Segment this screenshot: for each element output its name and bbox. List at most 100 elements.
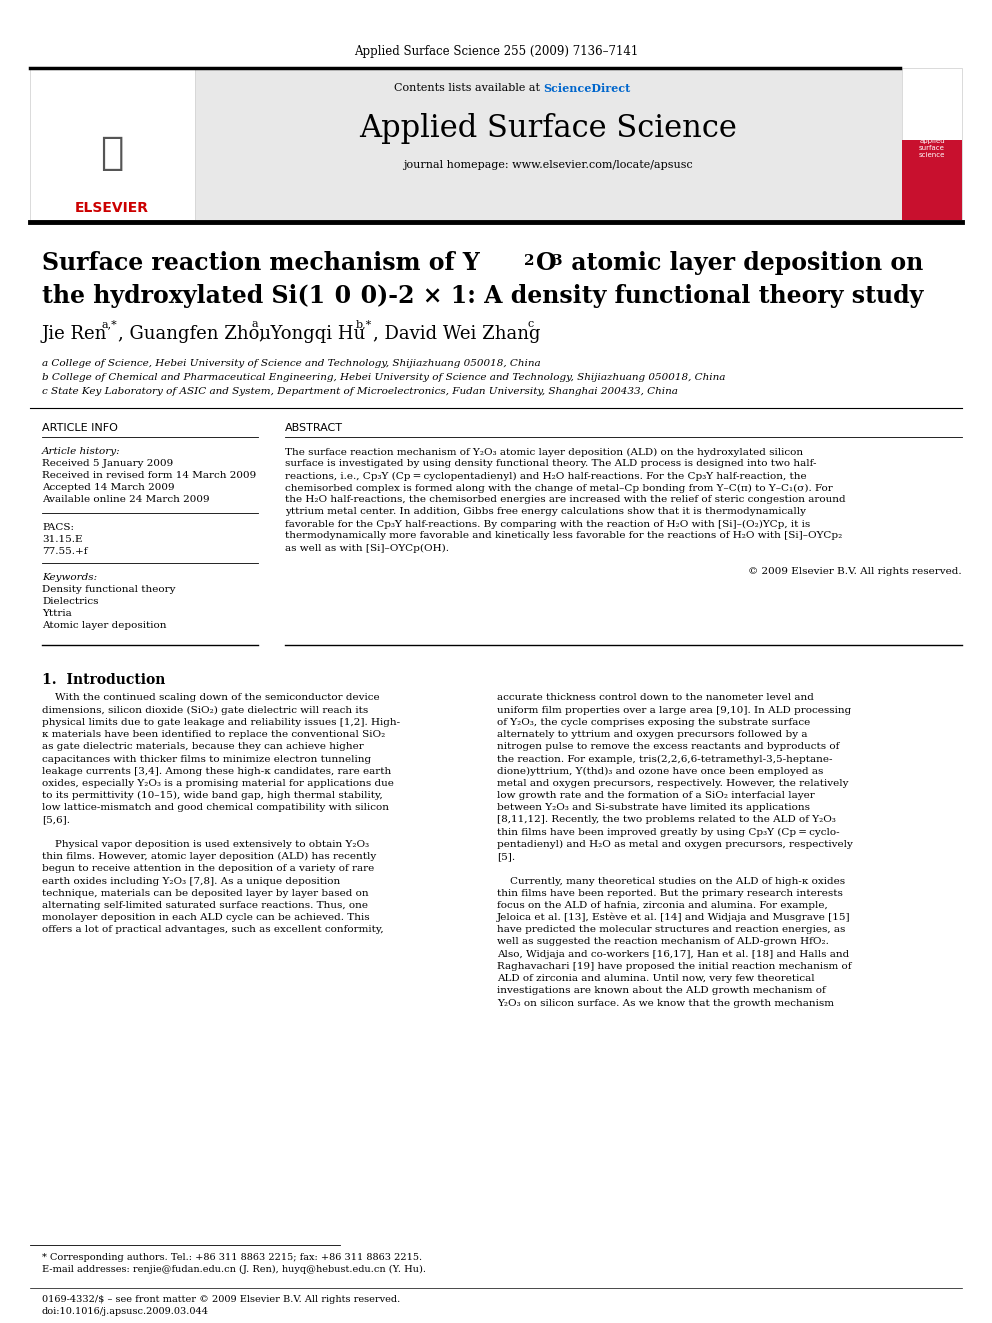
- Text: nitrogen pulse to remove the excess reactants and byproducts of: nitrogen pulse to remove the excess reac…: [497, 742, 839, 751]
- Text: surface is investigated by using density functional theory. The ALD process is d: surface is investigated by using density…: [285, 459, 816, 468]
- Text: thermodynamically more favorable and kinetically less favorable for the reaction: thermodynamically more favorable and kin…: [285, 532, 842, 541]
- Text: accurate thickness control down to the nanometer level and: accurate thickness control down to the n…: [497, 693, 813, 703]
- Text: , Yongqi Hu: , Yongqi Hu: [259, 325, 365, 343]
- Text: Atomic layer deposition: Atomic layer deposition: [42, 620, 167, 630]
- FancyBboxPatch shape: [902, 67, 962, 220]
- Text: Raghavachari [19] have proposed the initial reaction mechanism of: Raghavachari [19] have proposed the init…: [497, 962, 851, 971]
- Text: as well as with [Si]–OYCp(OH).: as well as with [Si]–OYCp(OH).: [285, 544, 449, 553]
- Text: , David Wei Zhang: , David Wei Zhang: [373, 325, 541, 343]
- Text: Yttria: Yttria: [42, 609, 71, 618]
- Text: Received in revised form 14 March 2009: Received in revised form 14 March 2009: [42, 471, 256, 480]
- Text: thin films. However, atomic layer deposition (ALD) has recently: thin films. However, atomic layer deposi…: [42, 852, 376, 861]
- Text: oxides, especially Y₂O₃ is a promising material for applications due: oxides, especially Y₂O₃ is a promising m…: [42, 779, 394, 789]
- Text: reactions, i.e., Cp₃Y (Cp = cyclopentadienyl) and H₂O half-reactions. For the Cp: reactions, i.e., Cp₃Y (Cp = cyclopentadi…: [285, 471, 806, 480]
- Text: as gate dielectric materials, because they can achieve higher: as gate dielectric materials, because th…: [42, 742, 364, 751]
- Text: a,*: a,*: [101, 319, 117, 329]
- Text: ABSTRACT: ABSTRACT: [285, 423, 343, 433]
- Text: Available online 24 March 2009: Available online 24 March 2009: [42, 496, 209, 504]
- Text: favorable for the Cp₃Y half-reactions. By comparing with the reaction of H₂O wit: favorable for the Cp₃Y half-reactions. B…: [285, 520, 810, 529]
- Text: the hydroxylated Si(1  0  0)-2 × 1: A density functional theory study: the hydroxylated Si(1 0 0)-2 × 1: A dens…: [42, 284, 924, 308]
- Text: Accepted 14 March 2009: Accepted 14 March 2009: [42, 483, 175, 492]
- Text: to its permittivity (10–15), wide band gap, high thermal stability,: to its permittivity (10–15), wide band g…: [42, 791, 383, 800]
- Text: dione)yttrium, Y(thd)₃ and ozone have once been employed as: dione)yttrium, Y(thd)₃ and ozone have on…: [497, 766, 823, 775]
- Text: E-mail addresses: renjie@fudan.edu.cn (J. Ren), huyq@hebust.edu.cn (Y. Hu).: E-mail addresses: renjie@fudan.edu.cn (J…: [42, 1265, 426, 1274]
- Text: Physical vapor deposition is used extensively to obtain Y₂O₃: Physical vapor deposition is used extens…: [42, 840, 369, 849]
- Text: Contents lists available at: Contents lists available at: [394, 83, 543, 93]
- Text: doi:10.1016/j.apsusc.2009.03.044: doi:10.1016/j.apsusc.2009.03.044: [42, 1307, 209, 1315]
- Text: [8,11,12]. Recently, the two problems related to the ALD of Y₂O₃: [8,11,12]. Recently, the two problems re…: [497, 815, 836, 824]
- Text: 2: 2: [524, 254, 535, 269]
- Text: uniform film properties over a large area [9,10]. In ALD processing: uniform film properties over a large are…: [497, 705, 851, 714]
- Text: technique, materials can be deposited layer by layer based on: technique, materials can be deposited la…: [42, 889, 369, 898]
- Text: c State Key Laboratory of ASIC and System, Department of Microelectronics, Fudan: c State Key Laboratory of ASIC and Syste…: [42, 388, 678, 397]
- Text: alternately to yttrium and oxygen precursors followed by a: alternately to yttrium and oxygen precur…: [497, 730, 807, 740]
- Text: b,*: b,*: [356, 319, 372, 329]
- Text: 0169-4332/$ – see front matter © 2009 Elsevier B.V. All rights reserved.: 0169-4332/$ – see front matter © 2009 El…: [42, 1294, 400, 1303]
- Text: Also, Widjaja and co-workers [16,17], Han et al. [18] and Halls and: Also, Widjaja and co-workers [16,17], Ha…: [497, 950, 849, 959]
- Text: Applied Surface Science 255 (2009) 7136–7141: Applied Surface Science 255 (2009) 7136–…: [354, 45, 638, 58]
- Text: Applied Surface Science: Applied Surface Science: [359, 112, 737, 143]
- Text: offers a lot of practical advantages, such as excellent conformity,: offers a lot of practical advantages, su…: [42, 925, 384, 934]
- Text: capacitances with thicker films to minimize electron tunneling: capacitances with thicker films to minim…: [42, 754, 371, 763]
- FancyBboxPatch shape: [30, 67, 195, 220]
- Text: 1.  Introduction: 1. Introduction: [42, 673, 166, 687]
- Text: With the continued scaling down of the semiconductor device: With the continued scaling down of the s…: [42, 693, 380, 703]
- Text: Density functional theory: Density functional theory: [42, 585, 176, 594]
- Text: 31.15.E: 31.15.E: [42, 534, 82, 544]
- Text: Y₂O₃ on silicon surface. As we know that the growth mechanism: Y₂O₃ on silicon surface. As we know that…: [497, 999, 834, 1008]
- FancyBboxPatch shape: [195, 67, 902, 220]
- Text: a: a: [251, 319, 258, 329]
- Text: 🌳: 🌳: [100, 134, 124, 172]
- Text: chemisorbed complex is formed along with the change of metal–Cp bonding from Y–C: chemisorbed complex is formed along with…: [285, 483, 832, 492]
- Text: 3: 3: [552, 254, 562, 269]
- Text: Dielectrics: Dielectrics: [42, 597, 98, 606]
- Text: metal and oxygen precursors, respectively. However, the relatively: metal and oxygen precursors, respectivel…: [497, 779, 848, 789]
- Text: [5].: [5].: [497, 852, 515, 861]
- Text: b College of Chemical and Pharmaceutical Engineering, Hebei University of Scienc: b College of Chemical and Pharmaceutical…: [42, 373, 725, 382]
- Text: 77.55.+f: 77.55.+f: [42, 546, 87, 556]
- Text: atomic layer deposition on: atomic layer deposition on: [563, 251, 924, 275]
- Text: earth oxides including Y₂O₃ [7,8]. As a unique deposition: earth oxides including Y₂O₃ [7,8]. As a …: [42, 877, 340, 885]
- Text: journal homepage: www.elsevier.com/locate/apsusc: journal homepage: www.elsevier.com/locat…: [403, 160, 692, 169]
- Text: , Guangfen Zhou: , Guangfen Zhou: [118, 325, 271, 343]
- Text: Jie Ren: Jie Ren: [42, 325, 107, 343]
- Text: monolayer deposition in each ALD cycle can be achieved. This: monolayer deposition in each ALD cycle c…: [42, 913, 370, 922]
- Text: of Y₂O₃, the cycle comprises exposing the substrate surface: of Y₂O₃, the cycle comprises exposing th…: [497, 718, 810, 726]
- Text: well as suggested the reaction mechanism of ALD-grown HfO₂.: well as suggested the reaction mechanism…: [497, 938, 829, 946]
- Text: applied
surface
science: applied surface science: [919, 138, 945, 157]
- Text: * Corresponding authors. Tel.: +86 311 8863 2215; fax: +86 311 8863 2215.: * Corresponding authors. Tel.: +86 311 8…: [42, 1253, 423, 1262]
- Text: thin films have been reported. But the primary research interests: thin films have been reported. But the p…: [497, 889, 843, 898]
- Text: yttrium metal center. In addition, Gibbs free energy calculations show that it i: yttrium metal center. In addition, Gibbs…: [285, 508, 806, 516]
- Text: alternating self-limited saturated surface reactions. Thus, one: alternating self-limited saturated surfa…: [42, 901, 368, 910]
- Text: begun to receive attention in the deposition of a variety of rare: begun to receive attention in the deposi…: [42, 864, 374, 873]
- Text: O: O: [536, 251, 557, 275]
- Text: c: c: [527, 319, 534, 329]
- Text: the H₂O half-reactions, the chemisorbed energies are increased with the relief o: the H₂O half-reactions, the chemisorbed …: [285, 496, 845, 504]
- Text: Surface reaction mechanism of Y: Surface reaction mechanism of Y: [42, 251, 480, 275]
- Text: ALD of zirconia and alumina. Until now, very few theoretical: ALD of zirconia and alumina. Until now, …: [497, 974, 814, 983]
- Text: have predicted the molecular structures and reaction energies, as: have predicted the molecular structures …: [497, 925, 845, 934]
- Text: Received 5 January 2009: Received 5 January 2009: [42, 459, 174, 468]
- Text: investigations are known about the ALD growth mechanism of: investigations are known about the ALD g…: [497, 987, 825, 995]
- Text: ELSEVIER: ELSEVIER: [75, 201, 149, 216]
- Text: © 2009 Elsevier B.V. All rights reserved.: © 2009 Elsevier B.V. All rights reserved…: [748, 568, 962, 577]
- Text: Currently, many theoretical studies on the ALD of high-κ oxides: Currently, many theoretical studies on t…: [497, 877, 845, 885]
- Text: low growth rate and the formation of a SiO₂ interfacial layer: low growth rate and the formation of a S…: [497, 791, 814, 800]
- Text: physical limits due to gate leakage and reliability issues [1,2]. High-: physical limits due to gate leakage and …: [42, 718, 400, 726]
- Text: κ materials have been identified to replace the conventional SiO₂: κ materials have been identified to repl…: [42, 730, 385, 740]
- Text: ScienceDirect: ScienceDirect: [543, 82, 630, 94]
- Text: The surface reaction mechanism of Y₂O₃ atomic layer deposition (ALD) on the hydr: The surface reaction mechanism of Y₂O₃ a…: [285, 447, 804, 456]
- Text: the reaction. For example, tris(2,2,6,6-tetramethyl-3,5-heptane-: the reaction. For example, tris(2,2,6,6-…: [497, 754, 832, 763]
- FancyBboxPatch shape: [902, 140, 962, 220]
- Text: PACS:: PACS:: [42, 523, 74, 532]
- Text: leakage currents [3,4]. Among these high-κ candidates, rare earth: leakage currents [3,4]. Among these high…: [42, 767, 391, 775]
- Text: focus on the ALD of hafnia, zirconia and alumina. For example,: focus on the ALD of hafnia, zirconia and…: [497, 901, 827, 910]
- Text: Article history:: Article history:: [42, 446, 121, 455]
- Text: Jeloica et al. [13], Estève et al. [14] and Widjaja and Musgrave [15]: Jeloica et al. [13], Estève et al. [14] …: [497, 913, 850, 922]
- Text: between Y₂O₃ and Si-substrate have limited its applications: between Y₂O₃ and Si-substrate have limit…: [497, 803, 810, 812]
- Text: Keywords:: Keywords:: [42, 573, 97, 582]
- Text: a College of Science, Hebei University of Science and Technology, Shijiazhuang 0: a College of Science, Hebei University o…: [42, 360, 541, 369]
- Text: thin films have been improved greatly by using Cp₃Y (Cp = cyclo-: thin films have been improved greatly by…: [497, 828, 839, 836]
- Text: low lattice-mismatch and good chemical compatibility with silicon: low lattice-mismatch and good chemical c…: [42, 803, 389, 812]
- Text: [5,6].: [5,6].: [42, 815, 70, 824]
